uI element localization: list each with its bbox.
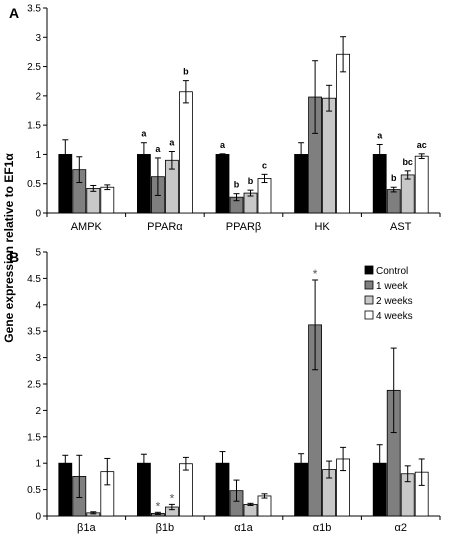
category-label: PPARα bbox=[147, 221, 183, 233]
legend-swatch bbox=[364, 295, 374, 305]
y-axis-label: Gene expression relative to EF1α bbox=[2, 153, 16, 343]
significance-annotation: * bbox=[313, 267, 318, 281]
y-tick-label: 2.5 bbox=[27, 380, 41, 391]
category-label: α2 bbox=[394, 522, 406, 534]
bar bbox=[414, 155, 429, 214]
bar bbox=[178, 91, 193, 214]
category-label: AMPK bbox=[71, 221, 103, 233]
y-tick-label: 1.5 bbox=[27, 432, 41, 443]
legend: Control 1 week 2 weeks 4 weeks bbox=[364, 265, 413, 322]
category-label: β1b bbox=[156, 522, 175, 534]
legend-swatch bbox=[364, 280, 374, 290]
significance-annotation: b bbox=[234, 180, 240, 190]
legend-label: 1 week bbox=[376, 281, 409, 292]
y-tick-label: 5 bbox=[35, 248, 41, 259]
bar bbox=[400, 174, 415, 214]
legend-label: 4 weeks bbox=[376, 311, 413, 322]
y-tick-label: 4.5 bbox=[27, 274, 41, 285]
panel-letter: A bbox=[9, 5, 19, 21]
significance-annotation: a bbox=[377, 130, 383, 140]
legend-label: Control bbox=[376, 266, 408, 277]
category-label: β1a bbox=[77, 522, 96, 534]
significance-annotation: c bbox=[262, 160, 267, 170]
significance-annotation: a bbox=[141, 129, 147, 139]
y-tick-label: 0 bbox=[35, 512, 41, 523]
bar bbox=[215, 154, 230, 214]
significance-annotation: a bbox=[220, 140, 226, 150]
bar bbox=[86, 187, 101, 214]
bar bbox=[243, 503, 258, 517]
significance-annotation: bc bbox=[402, 157, 413, 167]
y-tick-label: 0 bbox=[35, 209, 41, 220]
panel-letter: B bbox=[9, 249, 19, 265]
category-label: PPARβ bbox=[226, 221, 261, 233]
bar bbox=[336, 53, 351, 214]
y-tick-label: 3 bbox=[35, 353, 41, 364]
category-label: α1b bbox=[313, 522, 332, 534]
panel-b: B 0 0.5 1 1.5 2 2.5 3 3.5 4 4.5 5 β1a β1b α1a α1b α2 * * * bbox=[9, 248, 441, 534]
y-tick-label: 0.5 bbox=[27, 179, 41, 190]
bar bbox=[100, 186, 115, 214]
legend-swatch bbox=[364, 310, 374, 320]
y-tick-label: 0.5 bbox=[27, 485, 41, 496]
y-tick-label: 4 bbox=[35, 300, 41, 311]
y-tick-label: 3.5 bbox=[27, 4, 41, 15]
significance-annotation: b bbox=[183, 67, 189, 77]
y-tick-label: 3.5 bbox=[27, 327, 41, 338]
y-tick-label: 3 bbox=[35, 33, 41, 44]
y-tick-label: 2 bbox=[35, 406, 41, 417]
y-tick-label: 1 bbox=[35, 459, 41, 470]
bar bbox=[257, 178, 272, 214]
significance-annotation: a bbox=[169, 138, 175, 148]
significance-annotation: ac bbox=[417, 140, 427, 150]
significance-annotation: b bbox=[391, 173, 397, 183]
legend-label: 2 weeks bbox=[376, 296, 413, 307]
y-tick-label: 1.5 bbox=[27, 121, 41, 132]
bar bbox=[257, 495, 272, 517]
category-label: AST bbox=[390, 221, 412, 233]
significance-annotation: a bbox=[155, 144, 161, 154]
significance-annotation: * bbox=[156, 499, 161, 513]
y-tick-label: 2 bbox=[35, 91, 41, 102]
significance-annotation: b bbox=[248, 176, 254, 186]
category-label: HK bbox=[314, 221, 330, 233]
category-label: α1a bbox=[234, 522, 253, 534]
y-tick-label: 1 bbox=[35, 150, 41, 161]
bar bbox=[386, 189, 401, 214]
bar bbox=[322, 97, 337, 214]
significance-annotation: * bbox=[170, 491, 175, 505]
bar bbox=[178, 463, 193, 517]
legend-swatch bbox=[364, 265, 374, 275]
y-tick-label: 2.5 bbox=[27, 62, 41, 73]
